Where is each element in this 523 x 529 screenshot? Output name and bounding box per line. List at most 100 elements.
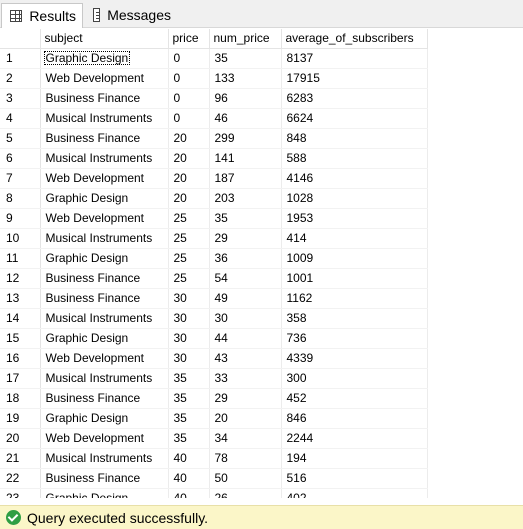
row-number[interactable]: 3 (0, 88, 41, 109)
table-row[interactable]: 1 Graphic Design 0 35 8137 (0, 48, 428, 69)
price-cell[interactable]: 25 (168, 248, 210, 269)
average-of-subscribers-cell[interactable]: 1009 (281, 248, 428, 269)
num-price-cell[interactable]: 34 (209, 428, 282, 449)
subject-cell[interactable]: Graphic Design (40, 408, 169, 429)
subject-cell[interactable]: Business Finance (40, 388, 169, 409)
price-cell[interactable]: 40 (168, 488, 210, 498)
price-cell[interactable]: 0 (168, 48, 210, 69)
table-row[interactable]: 10 Musical Instruments 25 29 414 (0, 228, 428, 249)
average-of-subscribers-cell[interactable]: 358 (281, 308, 428, 329)
table-row[interactable]: 15 Graphic Design 30 44 736 (0, 328, 428, 349)
num-price-cell[interactable]: 20 (209, 408, 282, 429)
column-header-num-price[interactable]: num_price (209, 29, 282, 49)
price-cell[interactable]: 30 (168, 288, 210, 309)
average-of-subscribers-cell[interactable]: 17915 (281, 68, 428, 89)
subject-cell[interactable]: Musical Instruments (40, 108, 169, 129)
average-of-subscribers-cell[interactable]: 8137 (281, 48, 428, 69)
average-of-subscribers-cell[interactable]: 1953 (281, 208, 428, 229)
price-cell[interactable]: 35 (168, 408, 210, 429)
row-number[interactable]: 5 (0, 128, 41, 149)
price-cell[interactable]: 30 (168, 308, 210, 329)
average-of-subscribers-cell[interactable]: 1162 (281, 288, 428, 309)
num-price-cell[interactable]: 30 (209, 308, 282, 329)
subject-cell[interactable]: Musical Instruments (40, 368, 169, 389)
row-number[interactable]: 14 (0, 308, 41, 329)
table-row[interactable]: 5 Business Finance 20 299 848 (0, 128, 428, 149)
price-cell[interactable]: 35 (168, 388, 210, 409)
table-row[interactable]: 8 Graphic Design 20 203 1028 (0, 188, 428, 209)
subject-cell[interactable]: Web Development (40, 208, 169, 229)
price-cell[interactable]: 30 (168, 328, 210, 349)
average-of-subscribers-cell[interactable]: 194 (281, 448, 428, 469)
average-of-subscribers-cell[interactable]: 300 (281, 368, 428, 389)
num-price-cell[interactable]: 29 (209, 388, 282, 409)
column-header-average-of-subscribers[interactable]: average_of_subscribers (281, 29, 428, 49)
num-price-cell[interactable]: 33 (209, 368, 282, 389)
num-price-cell[interactable]: 187 (209, 168, 282, 189)
price-cell[interactable]: 35 (168, 428, 210, 449)
num-price-cell[interactable]: 50 (209, 468, 282, 489)
price-cell[interactable]: 25 (168, 208, 210, 229)
subject-cell[interactable]: Graphic Design (40, 488, 169, 498)
num-price-cell[interactable]: 29 (209, 228, 282, 249)
num-price-cell[interactable]: 26 (209, 488, 282, 498)
subject-cell[interactable]: Graphic Design (40, 188, 169, 209)
num-price-cell[interactable]: 96 (209, 88, 282, 109)
average-of-subscribers-cell[interactable]: 846 (281, 408, 428, 429)
subject-cell[interactable]: Web Development (40, 348, 169, 369)
num-price-cell[interactable]: 46 (209, 108, 282, 129)
row-number[interactable]: 16 (0, 348, 41, 369)
table-row[interactable]: 12 Business Finance 25 54 1001 (0, 268, 428, 289)
results-grid[interactable]: subject price num_price average_of_subsc… (0, 29, 523, 498)
table-row[interactable]: 17 Musical Instruments 35 33 300 (0, 368, 428, 389)
subject-cell[interactable]: Graphic Design (40, 328, 169, 349)
price-cell[interactable]: 0 (168, 108, 210, 129)
average-of-subscribers-cell[interactable]: 2244 (281, 428, 428, 449)
average-of-subscribers-cell[interactable]: 848 (281, 128, 428, 149)
price-cell[interactable]: 30 (168, 348, 210, 369)
row-number[interactable]: 9 (0, 208, 41, 229)
num-price-cell[interactable]: 44 (209, 328, 282, 349)
table-row[interactable]: 6 Musical Instruments 20 141 588 (0, 148, 428, 169)
table-row[interactable]: 21 Musical Instruments 40 78 194 (0, 448, 428, 469)
subject-cell[interactable]: Graphic Design (40, 248, 169, 269)
num-price-cell[interactable]: 35 (209, 208, 282, 229)
row-number[interactable]: 1 (0, 48, 41, 69)
num-price-cell[interactable]: 54 (209, 268, 282, 289)
price-cell[interactable]: 0 (168, 88, 210, 109)
average-of-subscribers-cell[interactable]: 4339 (281, 348, 428, 369)
average-of-subscribers-cell[interactable]: 6283 (281, 88, 428, 109)
subject-cell[interactable]: Web Development (40, 168, 169, 189)
average-of-subscribers-cell[interactable]: 4146 (281, 168, 428, 189)
average-of-subscribers-cell[interactable]: 1001 (281, 268, 428, 289)
row-number[interactable]: 15 (0, 328, 41, 349)
num-price-cell[interactable]: 133 (209, 68, 282, 89)
row-number[interactable]: 4 (0, 108, 41, 129)
row-number[interactable]: 19 (0, 408, 41, 429)
subject-cell[interactable]: Musical Instruments (40, 228, 169, 249)
table-row[interactable]: 2 Web Development 0 133 17915 (0, 68, 428, 89)
num-price-cell[interactable]: 78 (209, 448, 282, 469)
price-cell[interactable]: 25 (168, 268, 210, 289)
table-row[interactable]: 23 Graphic Design 40 26 402 (0, 488, 428, 498)
tab-messages[interactable]: Messages (85, 3, 177, 26)
row-number[interactable]: 21 (0, 448, 41, 469)
subject-cell[interactable]: Musical Instruments (40, 448, 169, 469)
subject-cell[interactable]: Graphic Design (40, 48, 169, 69)
table-row[interactable]: 9 Web Development 25 35 1953 (0, 208, 428, 229)
price-cell[interactable]: 35 (168, 368, 210, 389)
subject-cell[interactable]: Business Finance (40, 288, 169, 309)
table-row[interactable]: 14 Musical Instruments 30 30 358 (0, 308, 428, 329)
average-of-subscribers-cell[interactable]: 6624 (281, 108, 428, 129)
table-row[interactable]: 4 Musical Instruments 0 46 6624 (0, 108, 428, 129)
row-number[interactable]: 12 (0, 268, 41, 289)
price-cell[interactable]: 20 (168, 128, 210, 149)
average-of-subscribers-cell[interactable]: 516 (281, 468, 428, 489)
tab-results[interactable]: Results (1, 3, 83, 28)
table-row[interactable]: 7 Web Development 20 187 4146 (0, 168, 428, 189)
subject-cell[interactable]: Musical Instruments (40, 308, 169, 329)
average-of-subscribers-cell[interactable]: 736 (281, 328, 428, 349)
subject-cell[interactable]: Web Development (40, 68, 169, 89)
price-cell[interactable]: 0 (168, 68, 210, 89)
num-price-cell[interactable]: 141 (209, 148, 282, 169)
